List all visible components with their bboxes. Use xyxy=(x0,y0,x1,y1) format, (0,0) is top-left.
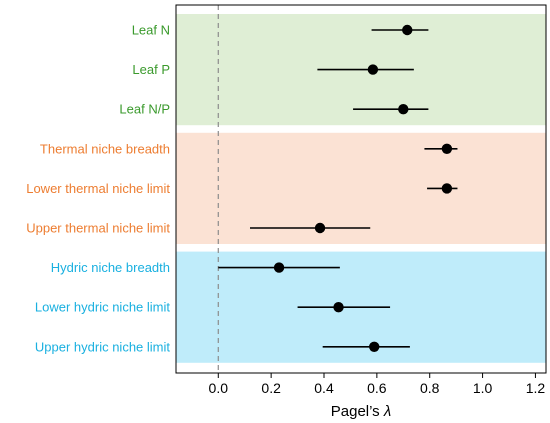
x-tick-label-1.0: 1.0 xyxy=(473,380,493,396)
x-tick-label-0.6: 0.6 xyxy=(367,380,387,396)
point-hydric-niche-breadth xyxy=(273,262,285,273)
x-axis: 0.0 0.2 0.4 0.6 0.8 1.0 1.2 xyxy=(209,373,546,396)
x-axis-title: Pagel’s λ xyxy=(331,403,391,420)
point-leaf-p xyxy=(367,64,379,75)
category-label-lower-hydric-niche-limit: Lower hydric niche limit xyxy=(35,300,170,315)
point-lower-hydric-niche-limit xyxy=(333,302,344,313)
point-lower-thermal-niche-limit xyxy=(441,183,453,194)
x-axis-title-lambda: λ xyxy=(383,403,391,420)
category-labels: Leaf N Leaf P Leaf N/P Thermal niche breadt… xyxy=(26,23,170,355)
plot-frame xyxy=(175,4,547,374)
category-label-upper-hydric-niche-limit: Upper hydric niche limit xyxy=(35,339,170,354)
point-leaf-n xyxy=(402,24,413,36)
x-tick-label-0.0: 0.0 xyxy=(209,380,229,396)
x-tick-label-0.2: 0.2 xyxy=(261,380,281,396)
point-upper-hydric-niche-limit xyxy=(369,341,380,352)
point-leaf-n-p xyxy=(398,104,409,115)
category-label-leaf-n: Leaf N xyxy=(132,23,170,38)
x-tick-label-0.8: 0.8 xyxy=(420,380,440,396)
category-label-leaf-n-p: Leaf N/P xyxy=(119,102,170,117)
category-label-hydric-niche-breadth: Hydric niche breadth xyxy=(51,260,170,275)
point-upper-thermal-niche-limit xyxy=(314,222,326,234)
category-label-leaf-p: Leaf P xyxy=(132,62,170,77)
point-estimates xyxy=(273,24,453,352)
category-label-lower-thermal-niche-limit: Lower thermal niche limit xyxy=(26,181,170,196)
group-bands xyxy=(176,14,546,363)
x-tick-label-1.2: 1.2 xyxy=(526,380,546,396)
point-thermal-niche-breadth xyxy=(441,143,453,154)
category-label-upper-thermal-niche-limit: Upper thermal niche limit xyxy=(26,221,170,236)
x-axis-title-text: Pagel’s xyxy=(331,403,384,420)
x-tick-label-0.4: 0.4 xyxy=(314,380,334,396)
group-band-2 xyxy=(176,132,546,244)
category-label-thermal-niche-breadth: Thermal niche breadth xyxy=(40,141,170,156)
